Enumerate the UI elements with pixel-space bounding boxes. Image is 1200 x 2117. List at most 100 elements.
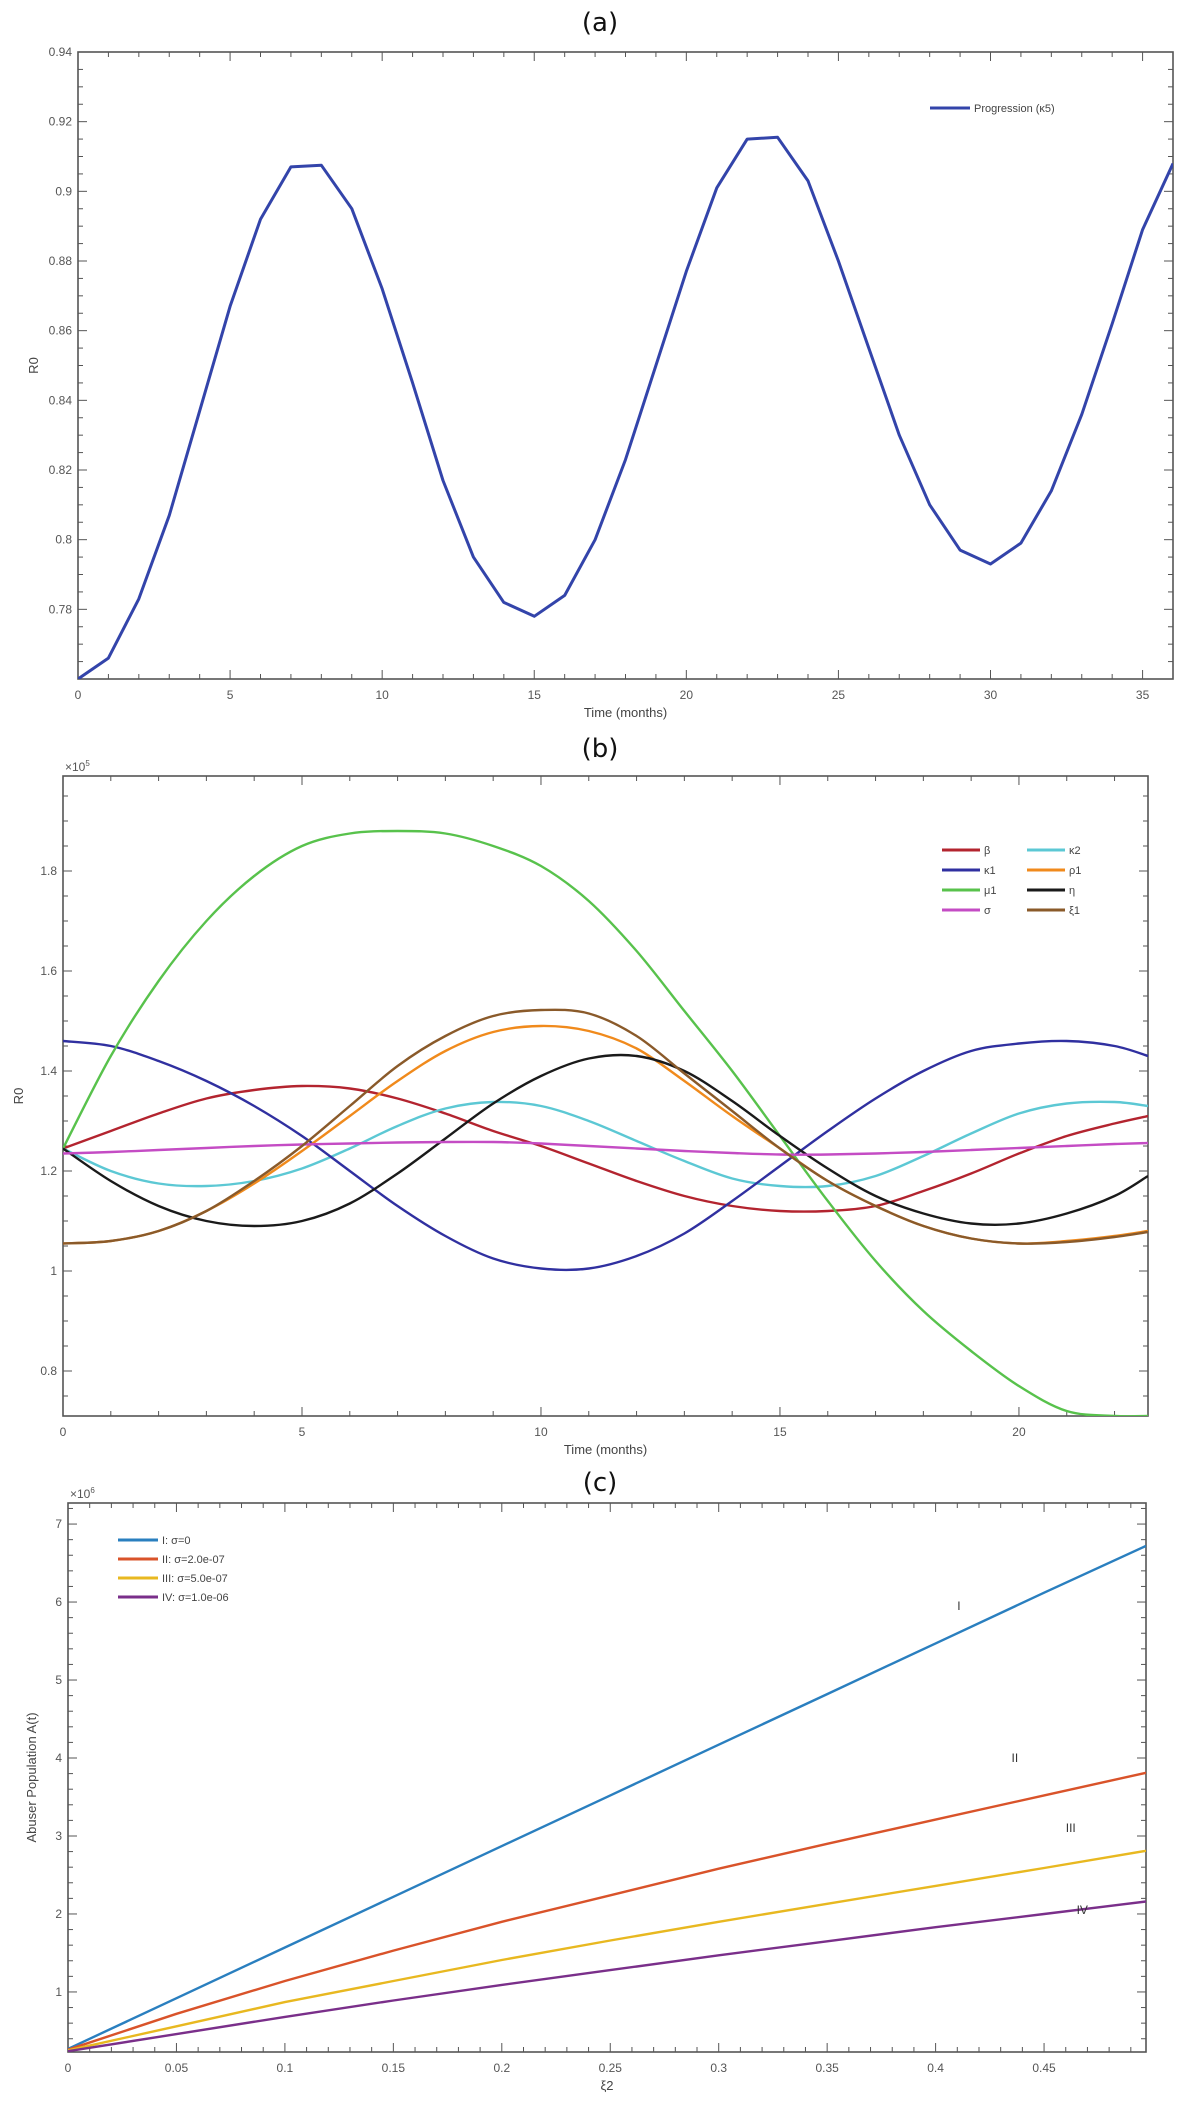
- svg-text:IV: σ=1.0e-06: IV: σ=1.0e-06: [162, 1592, 229, 1604]
- x-tick-label: 0.15: [382, 2061, 406, 2075]
- svg-text:ρ1: ρ1: [1069, 865, 1081, 877]
- x-tick-label: 0.4: [927, 2061, 944, 2075]
- x-tick-label: 20: [680, 688, 694, 702]
- svg-text:III: σ=5.0e-07: III: σ=5.0e-07: [162, 1573, 228, 1585]
- svg-text:κ2: κ2: [1069, 845, 1081, 857]
- y-tick-label: 0.86: [49, 324, 73, 338]
- x-tick-label: 15: [773, 1425, 787, 1439]
- legend-item: η: [1027, 885, 1075, 897]
- y-tick-label: 2: [55, 1907, 62, 1921]
- x-tick-label: 5: [299, 1425, 306, 1439]
- svg-text:I: σ=0: I: σ=0: [162, 1535, 191, 1547]
- svg-text:II: σ=2.0e-07: II: σ=2.0e-07: [162, 1554, 225, 1566]
- series-line: [68, 1544, 1146, 2050]
- legend-item: ξ1: [1027, 905, 1080, 917]
- panel-label-c: (c): [582, 1468, 618, 1498]
- plot-area-a: [77, 51, 1174, 680]
- series-line: [68, 1849, 1146, 2052]
- legend-item: β: [942, 845, 990, 857]
- x-tick-label: 5: [227, 688, 234, 702]
- series-line: [63, 1084, 1148, 1213]
- y-multiplier: ×105: [65, 759, 90, 774]
- legend-item: σ: [942, 905, 991, 917]
- y-tick-label: 6: [55, 1595, 62, 1609]
- y-tick-label: 0.92: [49, 115, 73, 129]
- legend-item: Progression (κ5): [930, 103, 1055, 115]
- series-line: [63, 1053, 1148, 1228]
- series-annotation: III: [1066, 1821, 1076, 1835]
- legend-item: ρ1: [1027, 865, 1081, 877]
- series-annotation: I: [957, 1599, 960, 1613]
- y-tick-label: 1.8: [40, 864, 57, 878]
- y-tick-label: 0.88: [49, 254, 73, 268]
- x-axis-title: Time (months): [584, 705, 667, 720]
- y-tick-label: 5: [55, 1673, 62, 1687]
- y-tick-label: 0.78: [49, 602, 73, 616]
- x-tick-label: 0.45: [1032, 2061, 1056, 2075]
- y-tick-label: 0.82: [49, 463, 73, 477]
- x-tick-label: 0.1: [277, 2061, 294, 2075]
- x-tick-label: 0.05: [165, 2061, 189, 2075]
- series-line: [63, 1140, 1148, 1156]
- y-multiplier: ×106: [70, 1486, 95, 1501]
- y-tick-label: 7: [55, 1517, 62, 1531]
- series-line: [63, 1008, 1148, 1245]
- legend-item: κ2: [1027, 845, 1081, 857]
- y-tick-label: 1: [55, 1985, 62, 1999]
- svg-text:Progression (κ5): Progression (κ5): [974, 103, 1055, 115]
- x-tick-label: 0: [75, 688, 82, 702]
- panel-label-a: (a): [581, 8, 619, 38]
- legend-item: μ1: [942, 885, 996, 897]
- series-line: [63, 829, 1148, 1416]
- series-line: [68, 1771, 1146, 2051]
- x-tick-label: 20: [1012, 1425, 1026, 1439]
- chart-a-progression: 0 5 10 15 20 25 30 35 0.78 0.8 0.82 0.84 0.86 0.88 0.9…: [26, 45, 1174, 720]
- y-axis-title: Abuser Population A(t): [24, 1712, 39, 1842]
- y-tick-label: 0.9: [55, 184, 72, 198]
- x-axis-title: ξ2: [600, 2078, 613, 2093]
- x-tick-label: 35: [1136, 688, 1150, 702]
- y-tick-label: 1.6: [40, 964, 57, 978]
- x-axis-title: Time (months): [564, 1442, 647, 1457]
- legend-item: I: σ=0: [118, 1535, 191, 1547]
- chart-c-abuser-population: 0 0.05 0.1 0.15 0.2 0.25 0.3 0.35 0.4 0.45 1 2 3 4 5 6 7…: [24, 1486, 1147, 2093]
- x-tick-label: 15: [528, 688, 542, 702]
- y-tick-label: 0.84: [49, 393, 73, 407]
- x-tick-label: 25: [832, 688, 846, 702]
- plot-area-c: [67, 1502, 1147, 2053]
- y-tick-label: 3: [55, 1829, 62, 1843]
- panel-label-b: (b): [581, 734, 619, 764]
- y-tick-label: 1: [50, 1264, 57, 1278]
- svg-text:μ1: μ1: [984, 885, 996, 897]
- series-line: [78, 135, 1173, 679]
- series-line: [68, 1900, 1146, 2052]
- x-tick-label: 0: [65, 2061, 72, 2075]
- x-tick-label: 0.35: [815, 2061, 839, 2075]
- series-annotation: IV: [1077, 1903, 1088, 1917]
- x-tick-label: 0.25: [599, 2061, 623, 2075]
- svg-text:σ: σ: [984, 905, 991, 917]
- x-tick-label: 0: [60, 1425, 67, 1439]
- legend-item: II: σ=2.0e-07: [118, 1554, 225, 1566]
- series-annotation: II: [1012, 1751, 1019, 1765]
- chart-b-sensitivity: 0 5 10 15 20 0.8 1 1.2 1.4 1.6 1.8 ×105 Time (months…: [11, 759, 1149, 1457]
- y-tick-label: 1.4: [40, 1064, 57, 1078]
- legend-item: III: σ=5.0e-07: [118, 1573, 228, 1585]
- legend-item: IV: σ=1.0e-06: [118, 1592, 229, 1604]
- svg-text:η: η: [1069, 885, 1075, 897]
- y-tick-label: 4: [55, 1751, 62, 1765]
- y-tick-label: 0.8: [55, 533, 72, 547]
- legend-item: κ1: [942, 865, 996, 877]
- series-line: [63, 1039, 1148, 1272]
- x-tick-label: 0.2: [493, 2061, 510, 2075]
- series-line: [63, 1024, 1148, 1245]
- svg-text:ξ1: ξ1: [1069, 905, 1080, 917]
- y-tick-label: 1.2: [40, 1164, 57, 1178]
- x-tick-label: 0.3: [710, 2061, 727, 2075]
- svg-text:β: β: [984, 845, 990, 857]
- svg-text:κ1: κ1: [984, 865, 996, 877]
- series-line: [63, 1100, 1148, 1189]
- y-axis-title: R0: [26, 357, 41, 374]
- y-axis-title: R0: [11, 1088, 26, 1105]
